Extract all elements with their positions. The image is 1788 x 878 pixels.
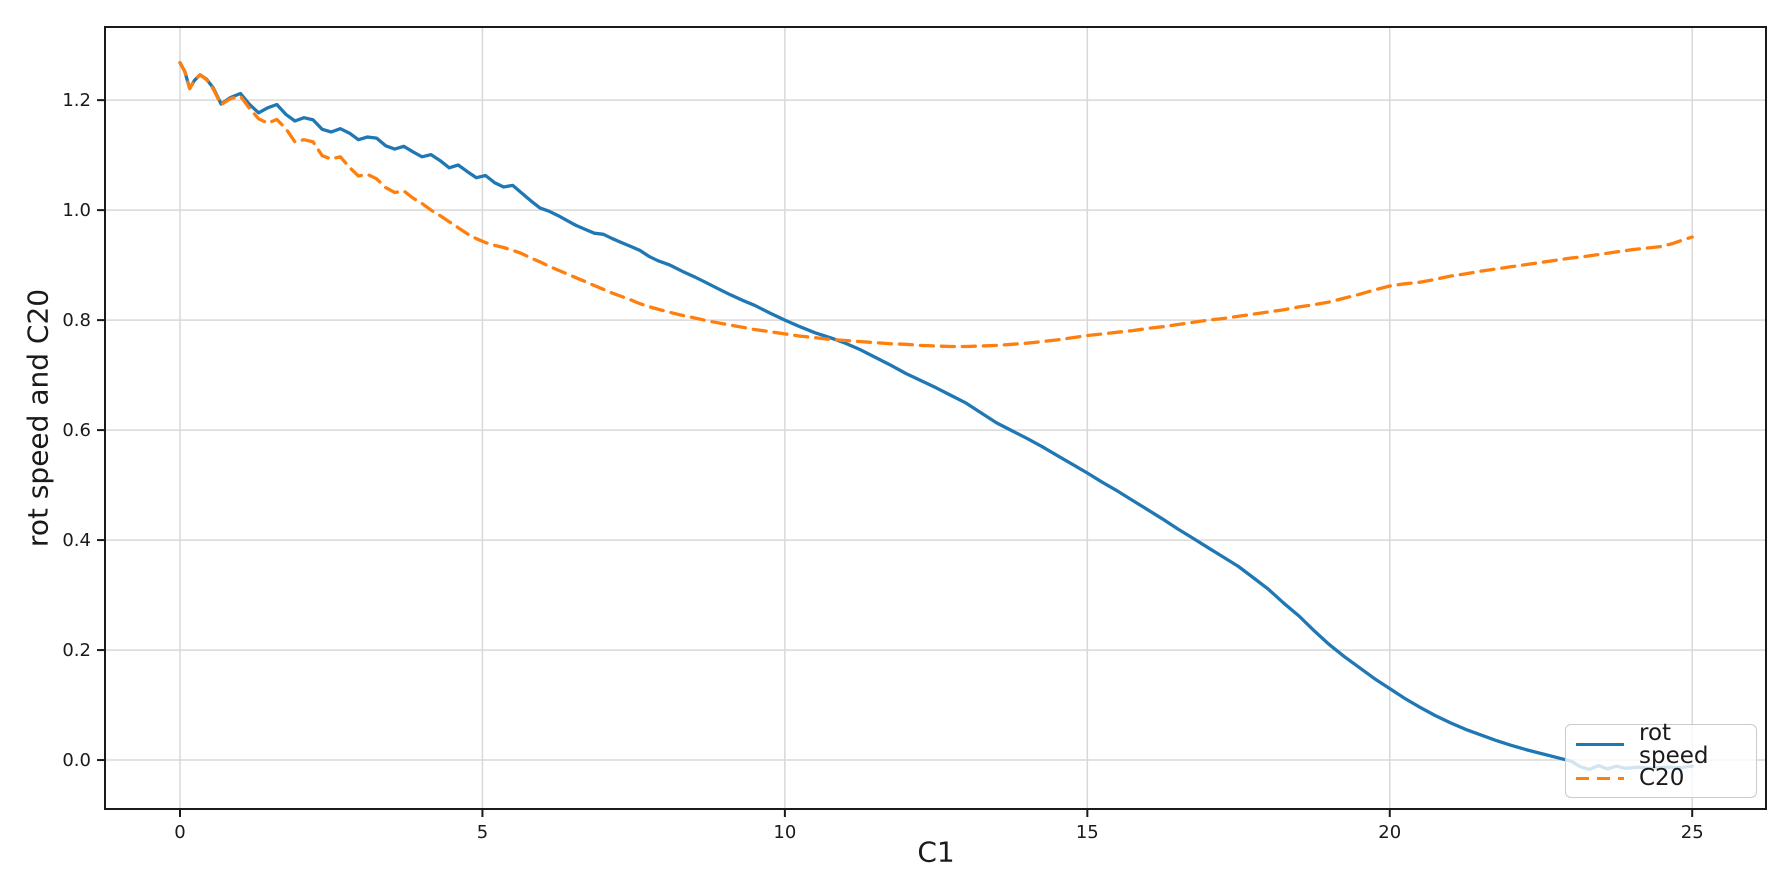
legend-line-sample-c20 (1576, 776, 1624, 781)
legend-line-sample-rot-speed (1576, 742, 1624, 747)
legend-item-rot-speed: rot speed (1576, 721, 1746, 767)
y-tick-label: 0.0 (62, 750, 91, 771)
x-tick-label: 10 (773, 822, 796, 843)
x-axis-label: C1 (917, 835, 955, 869)
y-tick-label: 0.2 (62, 640, 91, 661)
x-tick-label: 20 (1378, 822, 1401, 843)
gridlines (105, 27, 1766, 809)
legend: rot speed C20 (1565, 721, 1757, 798)
tick-marks (97, 99, 1694, 817)
y-axis-label: rot speed and C20 (21, 288, 55, 548)
plot-spines (104, 26, 1767, 810)
legend-label-rot-speed: rot speed (1639, 719, 1709, 769)
x-tick-label: 0 (174, 822, 185, 843)
x-tick-label: 5 (477, 822, 488, 843)
series-line-c20 (178, 61, 1694, 349)
y-tick-label: 0.6 (62, 420, 91, 441)
x-tick-label: 15 (1076, 822, 1099, 843)
tick-labels: 0 5 10 15 20 25 0.0 0.2 0.4 0.6 0.8 1.0 1.2 (62, 90, 1703, 843)
y-tick-label: 1.2 (62, 90, 91, 111)
series-line-rot-speed (178, 61, 1694, 772)
y-tick-label: 0.4 (62, 530, 91, 551)
y-tick-label: 0.8 (62, 310, 91, 331)
legend-label-c20: C20 (1639, 765, 1685, 791)
y-tick-label: 1.0 (62, 200, 91, 221)
legend-item-c20: C20 (1576, 764, 1746, 793)
x-tick-label: 25 (1681, 822, 1704, 843)
